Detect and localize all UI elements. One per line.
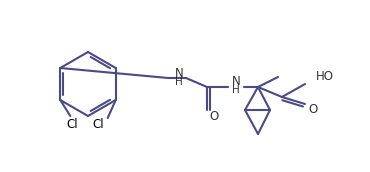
Text: N: N: [232, 74, 240, 88]
Text: H: H: [232, 85, 240, 95]
Text: O: O: [308, 103, 317, 116]
Text: HO: HO: [316, 69, 334, 83]
Text: Cl: Cl: [67, 117, 78, 131]
Text: O: O: [209, 110, 219, 122]
Text: Cl: Cl: [92, 117, 104, 131]
Text: N: N: [175, 67, 184, 79]
Text: H: H: [175, 77, 183, 87]
